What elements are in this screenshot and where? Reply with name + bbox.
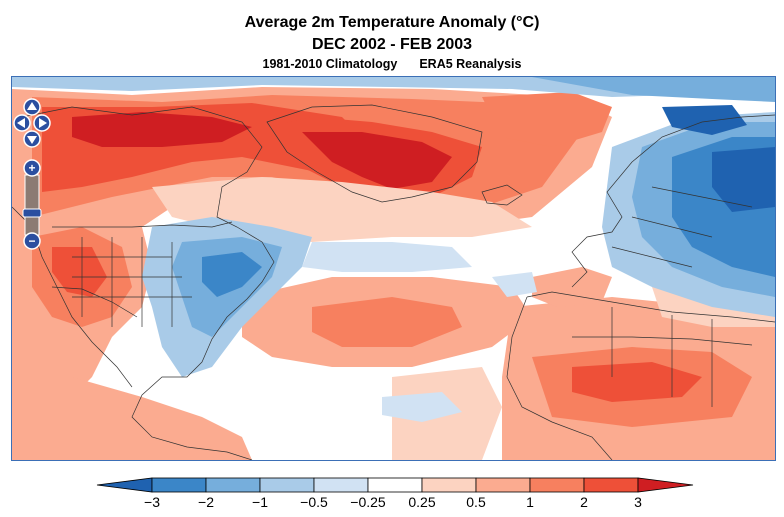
colorbar-tick-label: 1 [526, 494, 534, 510]
warm-anomaly-regions [12, 87, 775, 460]
coast-europe [571, 114, 775, 288]
zoom-control[interactable]: + − [20, 159, 44, 251]
zoom-bar[interactable] [24, 174, 40, 236]
anomaly-map[interactable]: + − [11, 76, 776, 461]
colorbar-bin-warm_025 [421, 477, 477, 493]
colorbar-tick-labels: −3 −2 −1 −0.5 −0.25 0.25 0.5 1 2 3 [144, 494, 642, 510]
warm-core-arctic [72, 112, 252, 147]
border-us-mexico [51, 286, 138, 318]
colorbar-bin-cold_025 [313, 477, 369, 493]
colorbar-tick-label: 2 [580, 494, 588, 510]
colorbar-tick-label: 0.5 [466, 494, 486, 510]
zoom-out-button[interactable] [23, 232, 41, 250]
colorbar-bin-neutral [367, 477, 423, 493]
cold-light-gibraltar [492, 272, 537, 297]
colorbar-bin-cold_05 [259, 477, 315, 493]
warm-core-midatlantic [312, 297, 462, 347]
zoom-slider-handle[interactable] [22, 208, 42, 218]
colorbar-tick-label: −2 [198, 494, 214, 510]
colorbar-bins [96, 477, 694, 493]
border-europe-interior [611, 186, 753, 268]
cold-light-atlantic [302, 242, 472, 272]
cold-deep-europe [712, 147, 775, 212]
zoom-out-icon: − [28, 234, 35, 248]
colorbar-legend: −3 −2 −1 −0.5 −0.25 0.25 0.5 1 2 3 [96, 477, 694, 510]
coast-west-africa [506, 296, 613, 460]
coast-north-america [21, 106, 275, 460]
dataset-label: ERA5 Reanalysis [419, 57, 522, 71]
cold-anomaly-regions [12, 77, 775, 422]
coast-greenland [266, 104, 483, 203]
zoom-in-button[interactable] [23, 159, 41, 177]
cold-deep-scandinavia [662, 105, 747, 135]
colorbar-tick-label: 3 [634, 494, 642, 510]
colorbar-tick-label: 0.25 [408, 494, 435, 510]
colorbar-tick-label: −1 [252, 494, 268, 510]
border-africa-interior-2 [611, 307, 713, 407]
colorbar-bin-warm_05 [475, 477, 531, 493]
coast-africa [526, 291, 775, 323]
border-us-canada [52, 221, 233, 228]
zoom-in-icon: + [28, 161, 35, 175]
colorbar-bin-cold_2 [151, 477, 207, 493]
warm-region-central-america [12, 377, 252, 460]
colorbar-bin-cold_1 [205, 477, 261, 493]
cold-strip-arctic-east [532, 77, 775, 102]
map-subtitle: 1981-2010 Climatology ERA5 Reanalysis [0, 57, 784, 71]
colorbar-bin-warm_2 [583, 477, 639, 493]
cold-light-caribbean [382, 392, 462, 422]
colorbar-tick-label: −3 [144, 494, 160, 510]
coastlines-and-borders [12, 104, 775, 460]
warm-core-southwest [52, 247, 107, 297]
cold-inner-east-us [202, 252, 262, 297]
colorbar-tick-label: −0.5 [300, 494, 328, 510]
colorbar-bin-cold_3 [96, 477, 153, 493]
warm-core-greenland [302, 132, 452, 189]
map-title: Average 2m Temperature Anomaly (°C) [244, 14, 540, 31]
colorbar-tick-label: −0.25 [350, 494, 386, 510]
warm-hot-africa [572, 362, 702, 402]
colorbar-bin-warm_1 [529, 477, 585, 493]
coast-iceland [481, 184, 523, 206]
colorbar-bin-warm_3 [637, 477, 694, 493]
border-africa-interior [572, 336, 753, 346]
pan-control[interactable] [12, 97, 52, 157]
climatology-label: 1981-2010 Climatology [262, 57, 398, 71]
warm-region-norway-sea [482, 92, 612, 147]
border-us-states [72, 237, 192, 327]
map-date-range: DEC 2002 - FEB 2003 [311, 36, 473, 53]
